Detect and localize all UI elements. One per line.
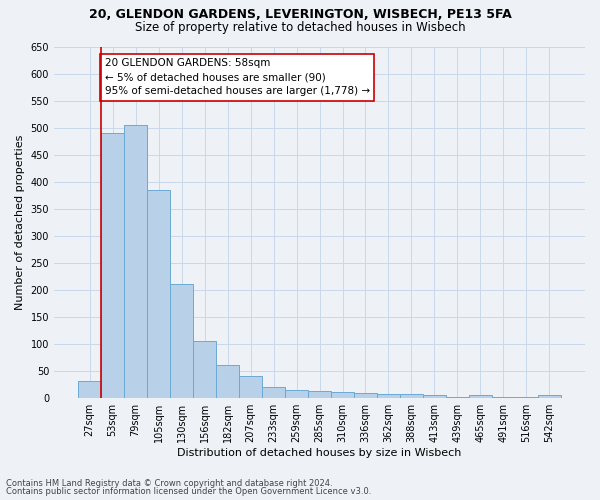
Bar (423, 395, 446, 398)
Text: Contains HM Land Registry data © Crown copyright and database right 2024.: Contains HM Land Registry data © Crown c… (6, 478, 332, 488)
Bar (193, 341, 216, 398)
Bar (400, 394, 423, 398)
Bar (147, 190, 170, 398)
Bar (78, 382, 101, 398)
Bar (469, 395, 492, 398)
Bar (308, 390, 331, 398)
Text: Size of property relative to detached houses in Wisbech: Size of property relative to detached ho… (134, 21, 466, 34)
Bar (377, 394, 400, 398)
Bar (239, 376, 262, 398)
Bar (170, 284, 193, 398)
Bar (216, 366, 239, 398)
Bar (515, 397, 538, 398)
Bar (331, 392, 354, 398)
Bar (262, 387, 285, 398)
Text: Contains public sector information licensed under the Open Government Licence v3: Contains public sector information licen… (6, 487, 371, 496)
Y-axis label: Number of detached properties: Number of detached properties (15, 134, 25, 310)
Text: 20, GLENDON GARDENS, LEVERINGTON, WISBECH, PE13 5FA: 20, GLENDON GARDENS, LEVERINGTON, WISBEC… (89, 8, 511, 20)
Bar (354, 393, 377, 398)
Bar (538, 395, 561, 398)
Bar (492, 397, 515, 398)
Bar (446, 397, 469, 398)
X-axis label: Distribution of detached houses by size in Wisbech: Distribution of detached houses by size … (178, 448, 462, 458)
Bar (124, 125, 147, 398)
Text: 20 GLENDON GARDENS: 58sqm
← 5% of detached houses are smaller (90)
95% of semi-d: 20 GLENDON GARDENS: 58sqm ← 5% of detach… (104, 58, 370, 96)
Bar (285, 390, 308, 398)
Bar (101, 133, 124, 398)
